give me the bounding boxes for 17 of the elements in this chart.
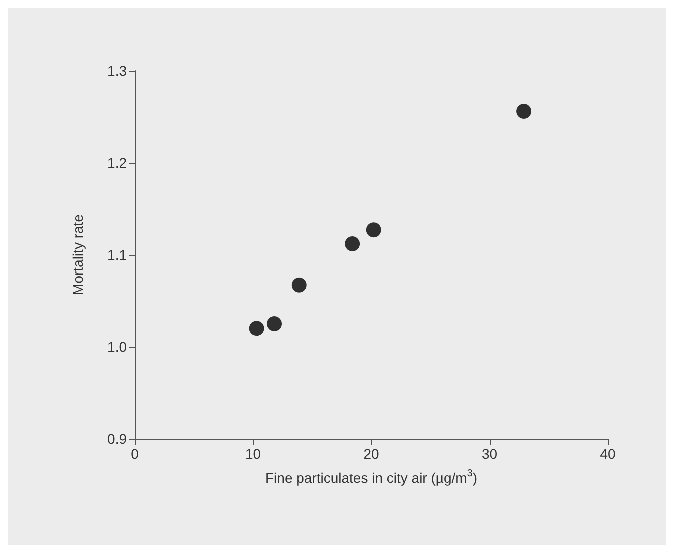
y-axis-title: Mortality rate bbox=[70, 214, 86, 296]
x-tick-label: 10 bbox=[245, 446, 262, 462]
x-tick-label: 20 bbox=[364, 446, 380, 462]
y-tick-label: 1.2 bbox=[108, 155, 128, 171]
point bbox=[516, 104, 532, 119]
x-tick-label: 40 bbox=[600, 446, 616, 462]
point bbox=[345, 236, 360, 252]
y-tick-label: 1.1 bbox=[108, 247, 128, 263]
point bbox=[366, 222, 382, 238]
y-tick-label: 1.3 bbox=[108, 63, 128, 79]
point bbox=[267, 316, 282, 332]
y-tick-label: 0.9 bbox=[108, 431, 128, 447]
x-tick-label: 30 bbox=[482, 446, 498, 462]
x-tick-label: 0 bbox=[131, 446, 140, 462]
point bbox=[249, 321, 264, 336]
y-tick-label: 1.0 bbox=[108, 339, 128, 355]
point bbox=[292, 278, 307, 293]
